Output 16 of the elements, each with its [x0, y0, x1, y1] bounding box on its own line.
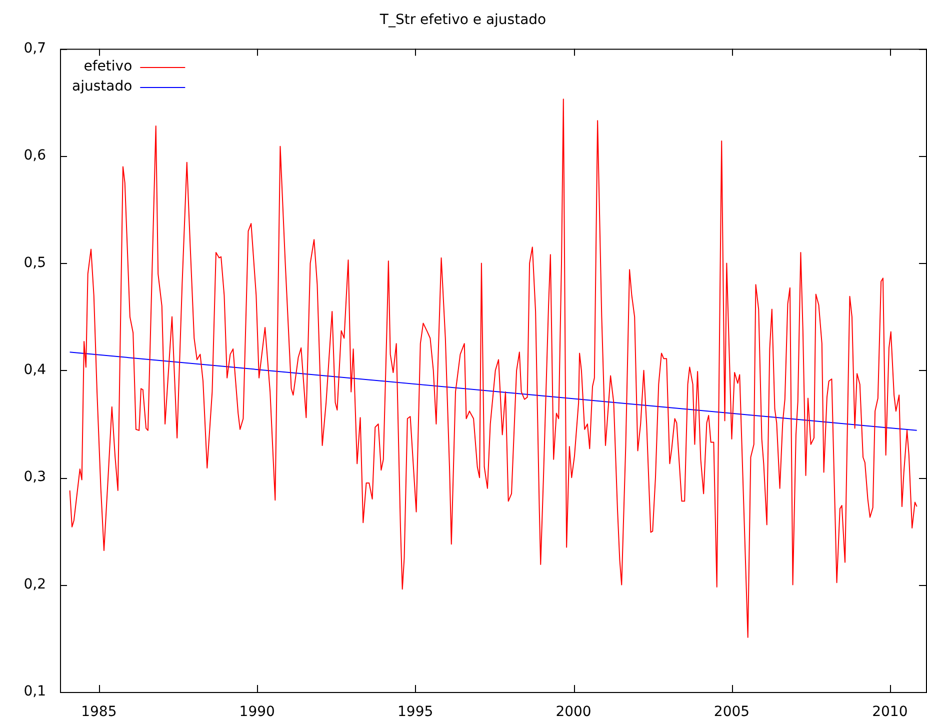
x-tick-label: 2000	[556, 704, 592, 720]
x-tick-label: 2005	[714, 704, 750, 720]
legend-label: efetivo	[84, 58, 132, 74]
y-tick-label: 0,1	[24, 684, 46, 700]
y-tick-label: 0,6	[24, 148, 46, 164]
chart-title: T_Str efetivo e ajustado	[378, 12, 546, 28]
x-tick-label: 2010	[872, 704, 908, 720]
x-tick-label: 1985	[81, 704, 117, 720]
y-tick-label: 0,3	[24, 469, 46, 486]
y-tick-label: 0,2	[24, 576, 46, 592]
y-tick-label: 0,7	[24, 40, 46, 56]
x-tick-label: 1995	[398, 704, 434, 720]
y-tick-label: 0,5	[24, 254, 46, 271]
x-tick-label: 1990	[239, 704, 275, 720]
legend-label: ajustado	[72, 78, 132, 94]
y-tick-label: 0,4	[24, 362, 46, 378]
